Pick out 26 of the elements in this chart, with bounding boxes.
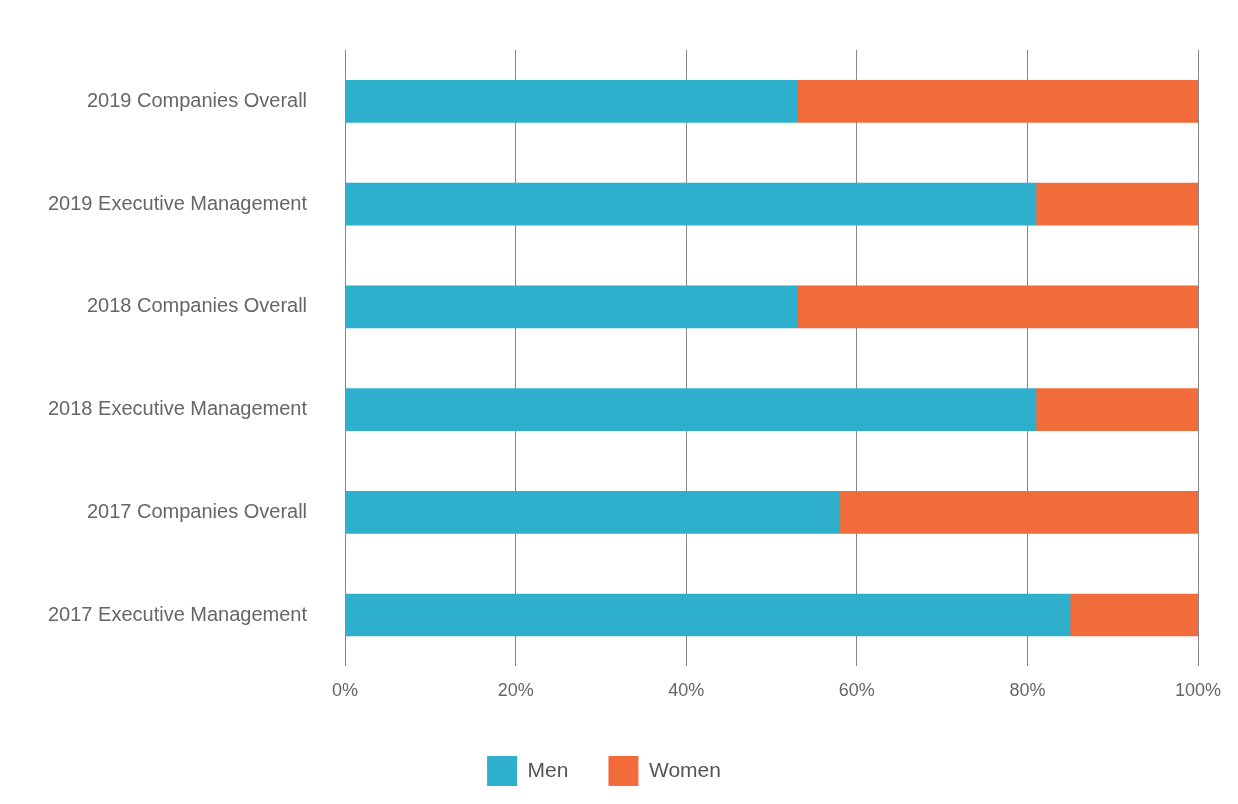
bar — [796, 285, 1198, 329]
bar — [345, 388, 1037, 431]
bar — [345, 285, 798, 329]
bar — [1035, 388, 1198, 431]
y-tick-label: 2018 Companies Overall — [86, 294, 308, 317]
legend-label: Men — [527, 757, 569, 781]
bar — [839, 490, 1198, 534]
bar — [345, 182, 1037, 226]
bar — [1035, 182, 1198, 226]
y-tick-label: 2019 Executive Management — [47, 191, 308, 214]
bar — [345, 490, 841, 534]
y-tick-label: 2018 Executive Management — [47, 397, 308, 420]
y-tick-label: 2019 Companies Overall — [86, 88, 308, 111]
x-tick-label: 20% — [497, 680, 534, 701]
x-tick-label: 80% — [1009, 680, 1046, 701]
x-tick-label: 100% — [1174, 680, 1222, 701]
y-tick-label: 2017 Companies Overall — [86, 499, 308, 522]
x-tick-label: 40% — [668, 680, 705, 701]
bar — [345, 593, 1071, 637]
legend-label: Women — [648, 757, 721, 781]
bar — [345, 80, 798, 123]
bar — [1069, 593, 1198, 637]
y-tick-label: 2017 Executive Management — [47, 602, 308, 625]
x-tick-label: 0% — [332, 680, 359, 701]
bar — [796, 80, 1198, 123]
x-tick-label: 60% — [838, 680, 875, 701]
